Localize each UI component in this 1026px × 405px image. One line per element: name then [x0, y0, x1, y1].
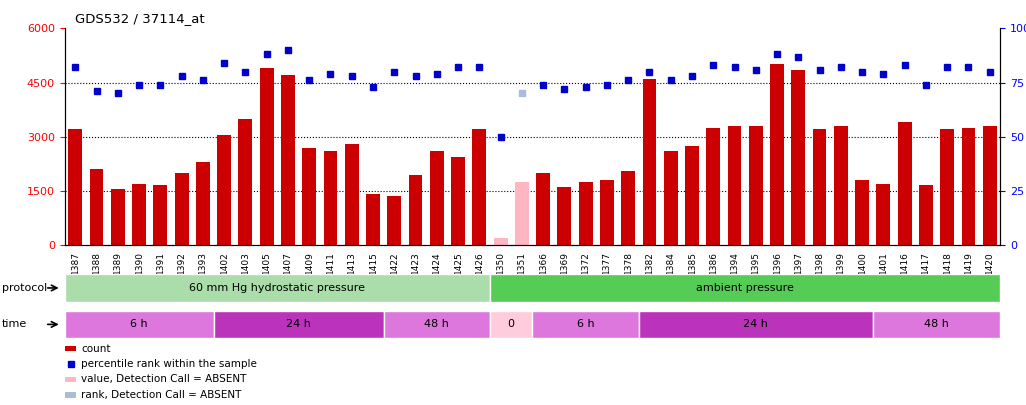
- Bar: [813, 130, 827, 245]
- Bar: [66, 392, 76, 398]
- Bar: [490, 311, 532, 338]
- Bar: [430, 151, 443, 245]
- Bar: [89, 169, 104, 245]
- Bar: [940, 130, 954, 245]
- Bar: [490, 274, 1000, 302]
- Bar: [642, 79, 657, 245]
- Bar: [834, 126, 847, 245]
- Bar: [111, 189, 125, 245]
- Bar: [876, 183, 891, 245]
- Bar: [238, 119, 252, 245]
- Bar: [919, 185, 933, 245]
- Text: 48 h: 48 h: [425, 320, 449, 329]
- Bar: [388, 196, 401, 245]
- Bar: [472, 130, 486, 245]
- Bar: [494, 238, 508, 245]
- Bar: [213, 311, 384, 338]
- Bar: [65, 311, 213, 338]
- Bar: [791, 70, 805, 245]
- Bar: [639, 311, 873, 338]
- Text: 24 h: 24 h: [286, 320, 311, 329]
- Bar: [961, 128, 976, 245]
- Bar: [685, 146, 699, 245]
- Text: protocol: protocol: [2, 283, 47, 293]
- Text: 60 mm Hg hydrostatic pressure: 60 mm Hg hydrostatic pressure: [190, 283, 365, 293]
- Text: 6 h: 6 h: [130, 320, 148, 329]
- Bar: [408, 175, 423, 245]
- Bar: [303, 147, 316, 245]
- Bar: [537, 173, 550, 245]
- Bar: [132, 183, 146, 245]
- Bar: [600, 180, 614, 245]
- Bar: [983, 126, 996, 245]
- Text: count: count: [81, 344, 111, 354]
- Bar: [873, 311, 1000, 338]
- Bar: [515, 182, 528, 245]
- Bar: [218, 135, 231, 245]
- Bar: [706, 128, 720, 245]
- Bar: [664, 151, 677, 245]
- Bar: [69, 130, 82, 245]
- Bar: [727, 126, 742, 245]
- Bar: [532, 311, 639, 338]
- Bar: [856, 180, 869, 245]
- Bar: [898, 122, 911, 245]
- Bar: [384, 311, 490, 338]
- Bar: [579, 182, 593, 245]
- Bar: [557, 187, 571, 245]
- Bar: [174, 173, 189, 245]
- Bar: [771, 64, 784, 245]
- Text: GDS532 / 37114_at: GDS532 / 37114_at: [75, 12, 204, 25]
- Text: 48 h: 48 h: [924, 320, 949, 329]
- Text: ambient pressure: ambient pressure: [697, 283, 794, 293]
- Bar: [154, 185, 167, 245]
- Bar: [345, 144, 359, 245]
- Bar: [65, 274, 490, 302]
- Bar: [622, 171, 635, 245]
- Bar: [366, 194, 380, 245]
- Text: 0: 0: [508, 320, 515, 329]
- Bar: [196, 162, 209, 245]
- Bar: [451, 157, 465, 245]
- Bar: [260, 68, 274, 245]
- Text: 24 h: 24 h: [744, 320, 768, 329]
- Text: value, Detection Call = ABSENT: value, Detection Call = ABSENT: [81, 375, 246, 384]
- Text: percentile rank within the sample: percentile rank within the sample: [81, 359, 256, 369]
- Bar: [66, 377, 76, 382]
- Bar: [66, 346, 76, 352]
- Bar: [749, 126, 762, 245]
- Bar: [281, 75, 294, 245]
- Bar: [323, 151, 338, 245]
- Text: 6 h: 6 h: [577, 320, 594, 329]
- Text: time: time: [2, 320, 28, 329]
- Text: rank, Detection Call = ABSENT: rank, Detection Call = ABSENT: [81, 390, 241, 400]
